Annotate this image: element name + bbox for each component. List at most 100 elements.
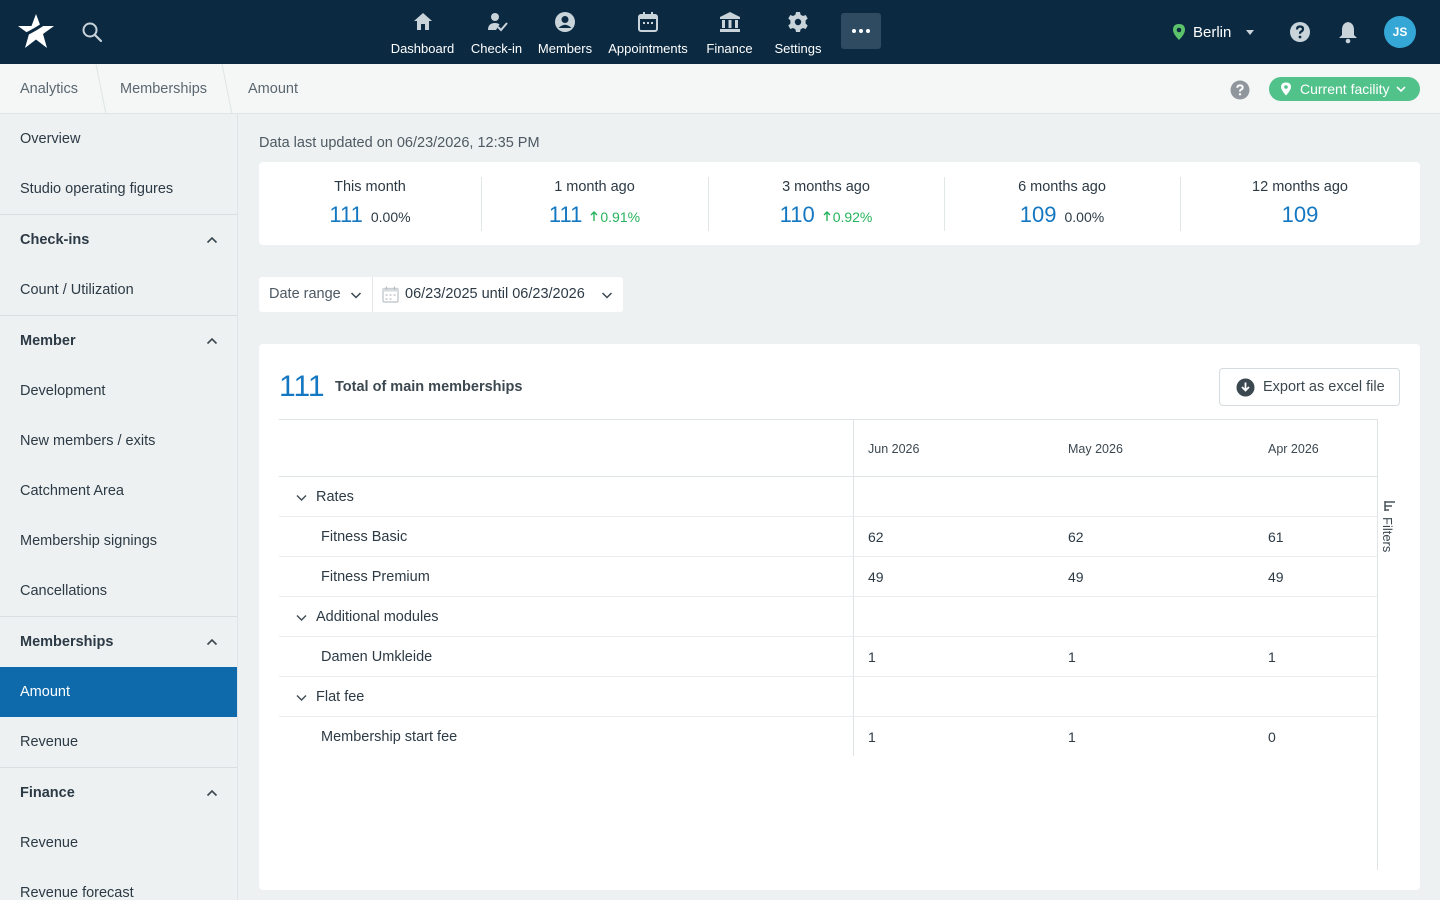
gear-icon <box>788 12 808 32</box>
table-group-row[interactable]: Additional modules <box>279 597 1377 637</box>
column-header: Apr 2026 <box>1268 442 1319 456</box>
divider <box>944 177 945 231</box>
date-range-type-select[interactable]: Date range <box>259 277 373 312</box>
sidebar-section-label: Member <box>20 333 76 349</box>
breadcrumb-memberships[interactable]: Memberships <box>120 81 208 97</box>
stat-label: 1 month ago <box>554 179 635 195</box>
table-group-row[interactable]: Flat fee <box>279 677 1377 717</box>
row-value: 1 <box>868 729 876 745</box>
sidebar-section-label: Check-ins <box>20 232 90 248</box>
nav-members[interactable]: Members <box>536 0 594 64</box>
row-name: Membership start fee <box>321 729 458 745</box>
sidebar-item-overview[interactable]: Overview <box>20 131 81 147</box>
sidebar-item-development[interactable]: Development <box>20 383 106 399</box>
home-icon <box>413 13 432 30</box>
stat-6-months-ago: 6 months ago 109 0.00% <box>944 162 1180 245</box>
nav-finance[interactable]: Finance <box>702 0 757 64</box>
row-value: 49 <box>1068 569 1084 585</box>
sidebar-item-amount[interactable]: Amount <box>0 667 237 717</box>
nav-label: Appointments <box>608 41 688 56</box>
sidebar-item-revenue-forecast[interactable]: Revenue forecast <box>20 885 134 900</box>
memberships-table: Jun 2026 May 2026 Apr 2026 Rates Fitness… <box>279 419 1377 870</box>
calendar-icon <box>638 12 658 32</box>
sidebar-item-new-members-exits[interactable]: New members / exits <box>20 433 156 449</box>
sidebar-section-member[interactable]: Member <box>0 315 237 365</box>
row-value: 1 <box>1068 729 1076 745</box>
memberships-amount-card: 111 Total of main memberships Export as … <box>259 344 1420 890</box>
divider <box>1180 177 1181 231</box>
main-nav: Dashboard Check-in Members Appointments … <box>388 0 839 64</box>
stat-value: 110 <box>779 202 815 227</box>
filters-panel-toggle[interactable]: Filters <box>1377 419 1400 870</box>
row-value: 1 <box>868 649 876 665</box>
stat-change: 0.92% <box>832 209 873 225</box>
search-icon[interactable] <box>80 20 104 44</box>
top-navigation-bar: Dashboard Check-in Members Appointments … <box>0 0 1440 64</box>
member-icon <box>555 12 575 32</box>
date-range-filter: Date range 06/23/2025 until 06/23/2026 <box>259 277 623 312</box>
help-icon[interactable] <box>1230 80 1250 100</box>
date-range-picker[interactable]: 06/23/2025 until 06/23/2026 <box>374 277 623 312</box>
breadcrumb-analytics[interactable]: Analytics <box>20 81 79 97</box>
nav-dashboard[interactable]: Dashboard <box>388 0 457 64</box>
row-name: Fitness Premium <box>321 569 430 585</box>
stat-change: 0.00% <box>1064 209 1105 225</box>
current-facility-button[interactable]: Current facility <box>1269 77 1420 101</box>
caret-down-icon <box>1246 30 1255 35</box>
nav-label: Dashboard <box>390 41 455 56</box>
nav-checkin[interactable]: Check-in <box>457 0 536 64</box>
sidebar-item-catchment-area[interactable]: Catchment Area <box>20 483 124 499</box>
sidebar-section-memberships[interactable]: Memberships <box>0 616 237 666</box>
sidebar-item-count-utilization[interactable]: Count / Utilization <box>20 282 134 298</box>
sidebar-item-membership-signings[interactable]: Membership signings <box>20 533 158 549</box>
more-menu-button[interactable] <box>841 13 881 49</box>
chevron-up-icon <box>206 337 218 345</box>
chevron-down-icon <box>350 292 362 299</box>
stat-value: 109 <box>1281 202 1319 227</box>
divider <box>481 177 482 231</box>
filter-icon <box>1384 501 1395 511</box>
column-header: May 2026 <box>1068 442 1123 456</box>
breadcrumb-separator <box>95 64 107 114</box>
nav-label: Members <box>537 41 593 56</box>
user-avatar[interactable]: JS <box>1384 16 1416 48</box>
column-header: Jun 2026 <box>868 442 920 456</box>
table-header: Jun 2026 May 2026 Apr 2026 <box>279 419 1377 477</box>
location-selector[interactable]: Berlin <box>1170 20 1255 44</box>
location-name: Berlin <box>1193 23 1232 41</box>
data-updated-text: Data last updated on 06/23/2026, 12:35 P… <box>259 135 540 151</box>
bank-icon <box>719 12 740 32</box>
notifications-bell-icon[interactable] <box>1337 20 1359 44</box>
stat-1-month-ago: 1 month ago 111 0.91% <box>481 162 708 245</box>
sidebar-section-checkins[interactable]: Check-ins <box>0 214 237 264</box>
chevron-up-icon <box>206 789 218 797</box>
chevron-down-icon[interactable] <box>296 613 307 622</box>
row-value: 0 <box>1268 729 1276 745</box>
export-excel-button[interactable]: Export as excel file <box>1219 368 1400 406</box>
nav-settings[interactable]: Settings <box>757 0 839 64</box>
stat-label: 12 months ago <box>1252 179 1348 195</box>
filters-label: Filters <box>1380 517 1395 553</box>
chevron-down-icon[interactable] <box>296 693 307 702</box>
help-icon[interactable] <box>1288 20 1312 44</box>
stats-summary-card: This month 111 0.00% 1 month ago 111 0.91%… <box>259 162 1420 245</box>
current-facility-label: Current facility <box>1300 81 1390 97</box>
table-group-row[interactable]: Rates <box>279 477 1377 517</box>
nav-appointments[interactable]: Appointments <box>594 0 702 64</box>
sidebar-section-label: Memberships <box>20 634 114 650</box>
row-value: 49 <box>1268 569 1284 585</box>
sidebar-section-finance[interactable]: Finance <box>0 767 237 817</box>
sidebar-item-studio-figures[interactable]: Studio operating figures <box>20 181 174 197</box>
sidebar-item-membership-revenue[interactable]: Revenue <box>20 734 79 750</box>
row-value: 62 <box>1068 529 1084 545</box>
stat-3-months-ago: 3 months ago 110 0.92% <box>708 162 944 245</box>
sidebar-item-cancellations[interactable]: Cancellations <box>20 583 108 599</box>
nav-label: Settings <box>774 41 822 56</box>
chevron-down-icon[interactable] <box>296 493 307 502</box>
logo-icon[interactable] <box>16 12 56 52</box>
table-row: Damen Umkleide 1 1 1 <box>279 637 1377 677</box>
stat-value: 111 <box>548 202 583 227</box>
breadcrumb-amount: Amount <box>248 81 298 97</box>
sidebar-item-finance-revenue[interactable]: Revenue <box>20 835 79 851</box>
location-pin-icon <box>1173 24 1185 40</box>
